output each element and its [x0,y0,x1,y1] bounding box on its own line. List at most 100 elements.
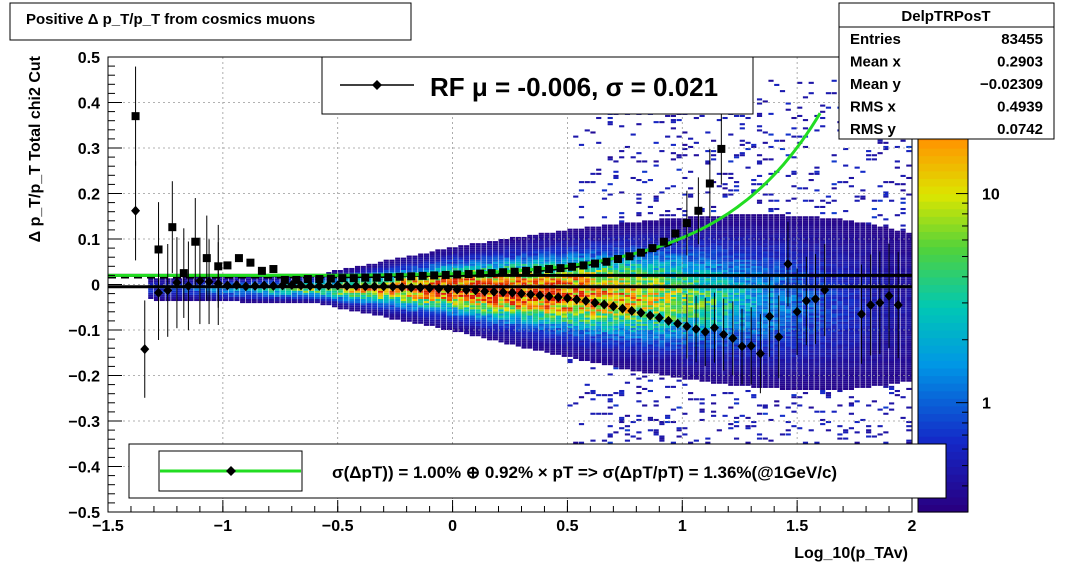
square-marker [613,255,622,264]
diamond-marker [278,280,288,291]
diamond-marker [415,282,425,293]
square-marker [269,265,278,274]
diamond-marker [516,288,526,299]
diamond-marker [811,294,821,305]
legend-bottom: σ(ΔpT)) = 1.00% ⊕ 0.92% × pT => σ(ΔpT/pT… [128,443,947,499]
y-tick-label: −0.2 [68,369,100,386]
square-marker [395,272,404,281]
square-marker [717,144,726,153]
diamond-marker [820,284,830,295]
square-marker [202,254,211,263]
square-marker [246,258,255,267]
diamond-marker [553,292,563,303]
diamond-marker [498,287,508,298]
stats-row-value: −0.02309 [980,76,1043,93]
y-tick-label: 0.2 [78,187,100,204]
chart-title: Positive Δ p_T/p_T from cosmics muons [26,11,315,28]
legend-bottom-label: σ(ΔpT)) = 1.00% ⊕ 0.92% × pT => σ(ΔpT/pT… [332,463,837,482]
diamond-marker [664,315,674,326]
square-marker [191,237,200,246]
diamond-marker [682,321,692,332]
diamond-marker [388,281,398,292]
diamond-marker [618,303,628,314]
stats-row-value: 0.0742 [997,121,1043,138]
square-marker [682,219,691,228]
square-marker [499,268,508,277]
diamond-marker [287,279,297,290]
square-marker [648,244,657,253]
square-marker [179,269,188,278]
square-marker [430,271,439,280]
diamond-marker [700,326,710,337]
diamond-marker [471,285,481,296]
colorbar-tick-label: 10 [982,187,1000,204]
stats-row-value: 0.4939 [997,99,1043,116]
diamond-marker [369,281,379,292]
diamond-marker [351,280,361,291]
diamond-marker [544,291,554,302]
square-marker [407,272,416,281]
diamond-marker [379,281,389,292]
diamond-marker [296,280,306,291]
diamond-marker [562,293,572,304]
y-tick-label: 0.1 [78,232,100,249]
diamond-marker [599,299,609,310]
square-marker [510,267,519,276]
diamond-marker [489,286,499,297]
diamond-marker [443,284,453,295]
diamond-marker [691,324,701,335]
diamond-marker [324,280,334,291]
square-marker [257,266,266,275]
legend-bottom-marker [226,466,236,476]
square-marker [636,248,645,257]
square-marker [223,261,232,270]
x-tick-label: −1.5 [92,518,124,535]
x-tick-label: −0.5 [322,518,354,535]
stats-row-value: 0.2903 [997,54,1043,71]
diamond-marker [434,283,444,294]
square-marker [384,273,393,282]
diamond-marker [792,306,802,317]
square-marker [533,265,542,274]
diamond-marker [719,329,729,340]
square-marker [361,273,370,282]
square-marker [234,254,243,263]
square-marker [671,229,680,238]
y-tick-label: 0.4 [78,96,100,113]
square-marker [326,274,335,283]
diamond-marker [627,305,637,316]
title-box: Positive Δ p_T/p_T from cosmics muons [9,2,412,41]
stats-row-label: Mean y [850,76,902,93]
x-axis-label: Log_10(p_TAv) [794,545,908,562]
diamond-marker [801,295,811,306]
diamond-marker [636,307,646,318]
y-tick-label: 0.5 [78,50,100,67]
diamond-marker [526,289,536,300]
axes: −1.5 −1 −0.5 0 0.5 1 1.5 2 −0.5 −0.4 −0.3 −0.2 −0.1 0… [68,50,916,535]
square-marker [625,252,634,261]
square-marker [487,269,496,278]
legend-top-label: RF μ = -0.006, σ = 0.021 [430,72,718,102]
diamond-marker [737,341,747,352]
diamond-marker [183,280,193,291]
diamond-marker [866,299,876,310]
diamond-marker [728,333,738,344]
y-axis-label: Δ p_T/p_T Total chi2 Cut [27,55,44,242]
square-marker [292,275,301,284]
diamond-marker [452,284,462,295]
square-marker [579,261,588,270]
square-marker [315,275,324,284]
diamond-marker [241,281,251,292]
square-marker [522,266,531,275]
diamond-marker [250,280,260,291]
square-marker [659,237,668,246]
square-marker [590,259,599,268]
square-marker [545,265,554,274]
diamond-marker [154,287,164,298]
diamond-marker [259,280,269,291]
stats-row-value: 83455 [1001,31,1043,48]
diamond-marker [572,294,582,305]
legend-top: RF μ = -0.006, σ = 0.021 [321,56,754,115]
square-marker [453,270,462,279]
